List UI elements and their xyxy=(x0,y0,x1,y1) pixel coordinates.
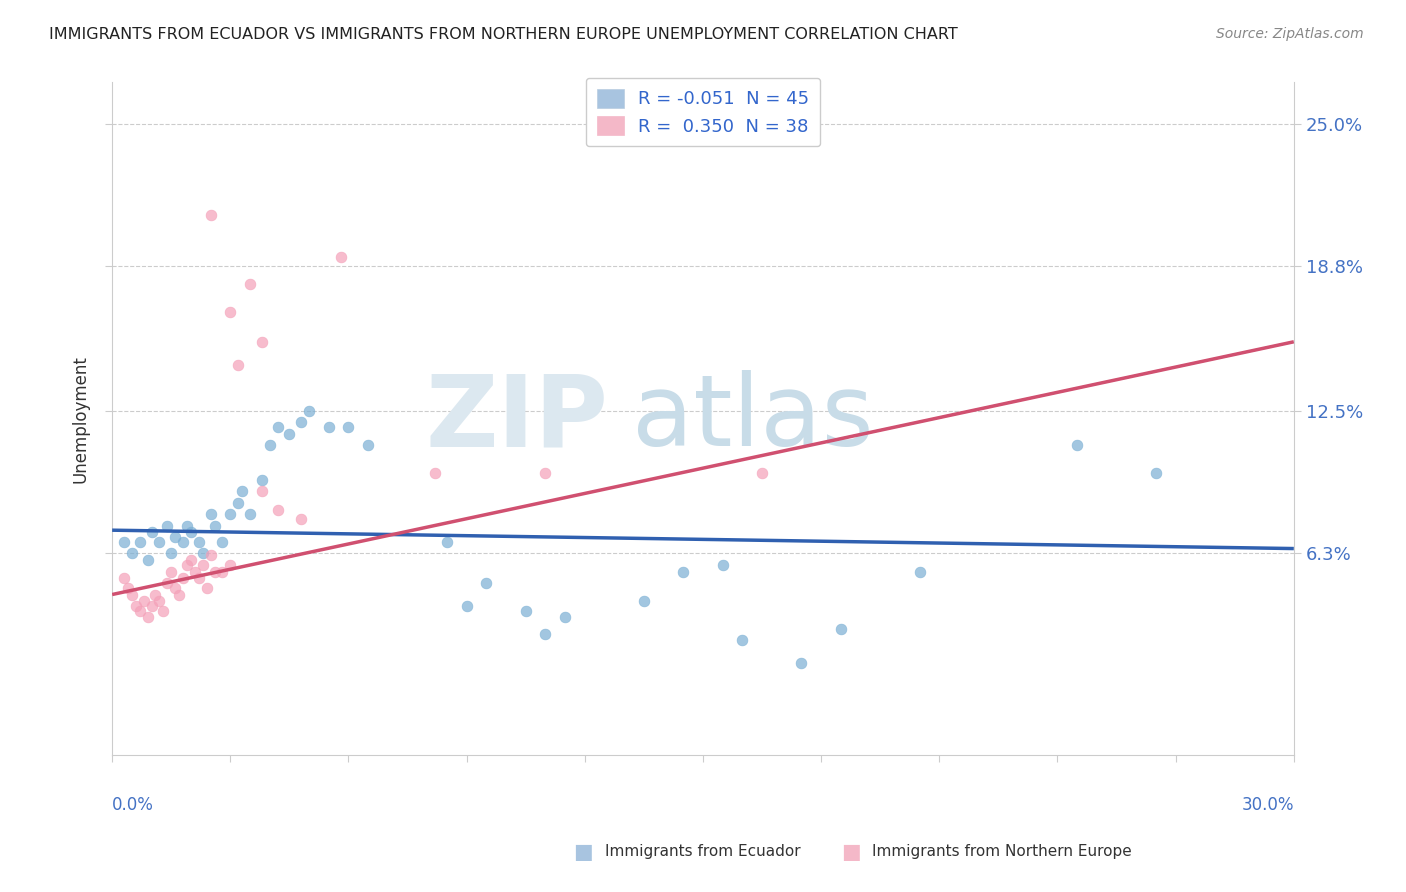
Point xyxy=(357,438,380,452)
Point xyxy=(290,415,312,429)
Point xyxy=(195,581,218,595)
Point xyxy=(751,466,773,480)
Point xyxy=(187,534,209,549)
Legend: R = -0.051  N = 45, R =  0.350  N = 38: R = -0.051 N = 45, R = 0.350 N = 38 xyxy=(586,78,820,146)
Point xyxy=(141,525,163,540)
Point xyxy=(136,553,159,567)
Point xyxy=(176,558,198,572)
Point xyxy=(830,622,852,636)
Text: Immigrants from Ecuador: Immigrants from Ecuador xyxy=(605,845,800,859)
Point xyxy=(226,358,249,372)
Point xyxy=(226,495,249,509)
Point xyxy=(191,546,214,560)
Point xyxy=(180,525,202,540)
Point xyxy=(278,426,301,441)
Point xyxy=(172,571,194,585)
Text: 30.0%: 30.0% xyxy=(1241,796,1294,814)
Point xyxy=(191,558,214,572)
Point xyxy=(121,587,143,601)
Point xyxy=(148,594,170,608)
Point xyxy=(731,633,754,648)
Point xyxy=(329,250,352,264)
Point xyxy=(239,507,262,521)
Point xyxy=(117,581,139,595)
Point xyxy=(125,599,148,613)
Point xyxy=(266,419,288,434)
Point xyxy=(790,657,813,671)
Point xyxy=(534,466,557,480)
Text: ZIP: ZIP xyxy=(426,370,609,467)
Point xyxy=(112,534,135,549)
Point xyxy=(633,594,655,608)
Point xyxy=(672,565,695,579)
Point xyxy=(908,565,931,579)
Point xyxy=(145,587,167,601)
Point xyxy=(1066,438,1088,452)
Point xyxy=(219,305,242,319)
Point xyxy=(219,507,242,521)
Point xyxy=(132,594,155,608)
Y-axis label: Unemployment: Unemployment xyxy=(72,355,89,483)
Point xyxy=(156,518,179,533)
Point xyxy=(200,208,222,222)
Point xyxy=(128,534,150,549)
Point xyxy=(711,558,734,572)
Point xyxy=(160,565,183,579)
Point xyxy=(436,534,458,549)
Point xyxy=(239,277,262,292)
Point xyxy=(204,518,226,533)
Point xyxy=(515,604,537,618)
Point xyxy=(172,534,194,549)
Point xyxy=(165,530,187,544)
Point xyxy=(165,581,187,595)
Point xyxy=(250,484,273,499)
Point xyxy=(250,473,273,487)
Point xyxy=(160,546,183,560)
Point xyxy=(176,518,198,533)
Text: Immigrants from Northern Europe: Immigrants from Northern Europe xyxy=(872,845,1132,859)
Text: atlas: atlas xyxy=(633,370,873,467)
Point xyxy=(266,502,288,516)
Point xyxy=(136,610,159,624)
Point xyxy=(128,604,150,618)
Point xyxy=(211,534,233,549)
Point xyxy=(1144,466,1167,480)
Point xyxy=(337,419,360,434)
Point xyxy=(187,571,209,585)
Point xyxy=(167,587,190,601)
Point xyxy=(231,484,253,499)
Point xyxy=(200,507,222,521)
Point xyxy=(200,549,222,563)
Point xyxy=(204,565,226,579)
Point xyxy=(534,626,557,640)
Point xyxy=(180,553,202,567)
Point xyxy=(156,576,179,591)
Text: ■: ■ xyxy=(841,842,860,862)
Point xyxy=(112,571,135,585)
Text: 0.0%: 0.0% xyxy=(112,796,155,814)
Point xyxy=(219,558,242,572)
Point xyxy=(318,419,340,434)
Point xyxy=(298,403,321,417)
Point xyxy=(259,438,281,452)
Point xyxy=(121,546,143,560)
Point xyxy=(423,466,446,480)
Point xyxy=(148,534,170,549)
Point xyxy=(554,610,576,624)
Point xyxy=(211,565,233,579)
Point xyxy=(184,565,207,579)
Text: IMMIGRANTS FROM ECUADOR VS IMMIGRANTS FROM NORTHERN EUROPE UNEMPLOYMENT CORRELAT: IMMIGRANTS FROM ECUADOR VS IMMIGRANTS FR… xyxy=(49,27,957,42)
Point xyxy=(475,576,498,591)
Point xyxy=(250,334,273,349)
Point xyxy=(456,599,478,613)
Point xyxy=(152,604,174,618)
Point xyxy=(290,511,312,525)
Text: ■: ■ xyxy=(574,842,593,862)
Point xyxy=(141,599,163,613)
Text: Source: ZipAtlas.com: Source: ZipAtlas.com xyxy=(1216,27,1364,41)
